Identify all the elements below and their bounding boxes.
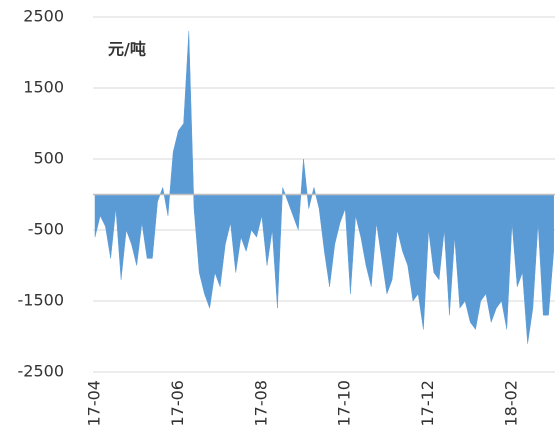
x-tick-label: 17-10 xyxy=(335,380,354,427)
y-tick-label: -500 xyxy=(28,220,64,239)
unit-annotation: 元/吨 xyxy=(108,40,146,59)
x-tick-label: 18-02 xyxy=(502,380,521,427)
x-tick-label: 17-04 xyxy=(85,380,104,427)
x-tick-label: 17-06 xyxy=(168,380,187,427)
y-tick-label: 500 xyxy=(33,149,64,168)
y-tick-label: 2500 xyxy=(23,7,64,26)
area xyxy=(94,31,554,344)
y-tick-label: -1500 xyxy=(18,291,65,310)
y-tick-label: 1500 xyxy=(23,78,64,97)
y-tick-label: -2500 xyxy=(18,362,65,381)
x-tick-label: 17-12 xyxy=(418,380,437,427)
x-tick-label: 17-08 xyxy=(251,380,270,427)
